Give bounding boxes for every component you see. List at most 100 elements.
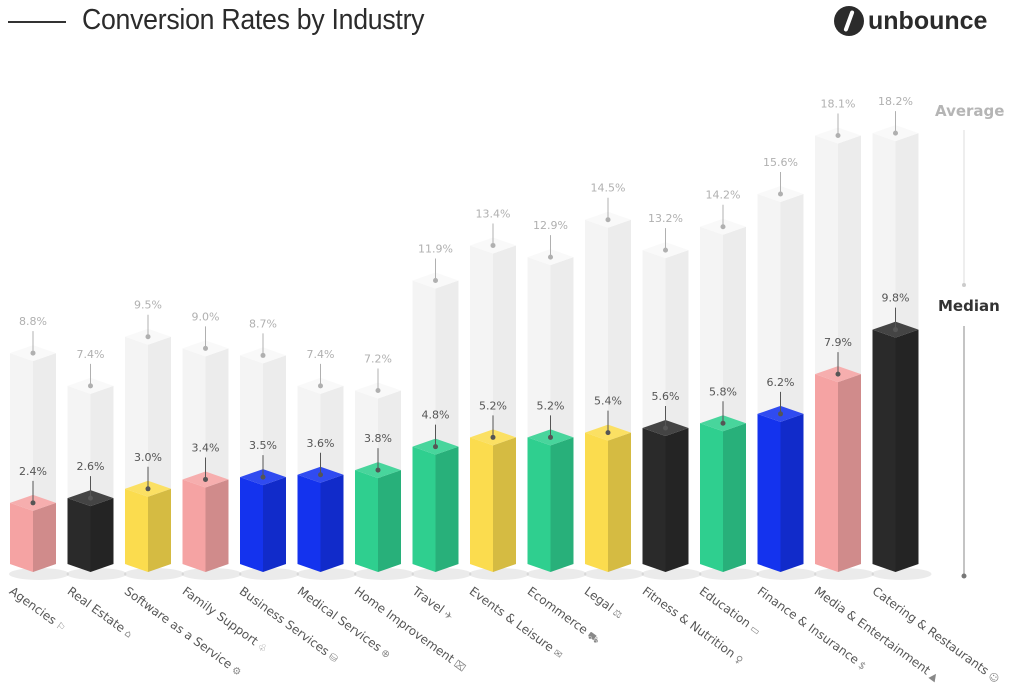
median-dot bbox=[433, 444, 438, 450]
median-data-label: 5.2% bbox=[537, 399, 565, 412]
legend-median: Median bbox=[938, 297, 1000, 315]
median-bar-shadow bbox=[66, 568, 127, 580]
median-bar-shadow bbox=[699, 568, 759, 580]
median-bar-right-face bbox=[33, 502, 56, 572]
unbounce-logo: unbounce bbox=[834, 6, 987, 36]
average-data-label: 11.9% bbox=[418, 243, 453, 256]
median-dot bbox=[548, 434, 553, 440]
median-dot bbox=[605, 430, 611, 436]
average-dot bbox=[145, 334, 151, 340]
median-dot bbox=[375, 467, 381, 473]
median-data-label: 5.6% bbox=[652, 390, 680, 403]
median-bar-right-face bbox=[895, 329, 919, 572]
median-data-label: 3.8% bbox=[364, 432, 392, 445]
median-bar-right-face bbox=[550, 437, 574, 572]
average-dot bbox=[490, 242, 496, 248]
average-data-label: 9.0% bbox=[192, 310, 220, 323]
median-bar-right-face bbox=[263, 477, 286, 572]
median-dot bbox=[30, 500, 36, 506]
average-data-label: 14.2% bbox=[706, 189, 741, 202]
average-data-label: 18.2% bbox=[878, 95, 913, 108]
average-data-label: 15.6% bbox=[763, 156, 798, 169]
median-bar-right-face bbox=[320, 474, 344, 572]
average-dot bbox=[893, 130, 898, 136]
median-bar-left-face bbox=[585, 432, 608, 572]
average-dot bbox=[605, 217, 611, 223]
legend-average: Average bbox=[935, 102, 1005, 120]
median-dot bbox=[318, 472, 323, 478]
median-bar-left-face bbox=[67, 498, 91, 572]
median-dot bbox=[88, 495, 93, 501]
median-bar-right-face bbox=[608, 432, 631, 572]
median-bar-left-face bbox=[700, 423, 723, 572]
median-bar-right-face bbox=[378, 470, 401, 572]
median-data-label: 6.2% bbox=[767, 376, 795, 389]
median-data-label: 3.0% bbox=[134, 451, 162, 464]
median-bar-right-face bbox=[205, 479, 229, 572]
median-bar-left-face bbox=[412, 446, 436, 572]
median-bar-shadow bbox=[9, 568, 69, 580]
median-bar-shadow bbox=[584, 568, 644, 580]
median-data-label: 5.8% bbox=[709, 385, 737, 398]
median-bar-shadow bbox=[181, 568, 242, 580]
median-dot bbox=[260, 474, 266, 480]
median-bar-right-face bbox=[665, 427, 689, 572]
average-dot bbox=[835, 132, 841, 138]
median-bar-shadow bbox=[354, 568, 414, 580]
average-dot bbox=[548, 254, 553, 260]
chart-title: Conversion Rates by Industry bbox=[82, 4, 425, 36]
median-dot bbox=[663, 425, 668, 431]
average-dot bbox=[260, 352, 266, 358]
average-data-label: 7.4% bbox=[77, 348, 105, 361]
median-bar-shadow bbox=[411, 568, 472, 580]
median-data-label: 3.6% bbox=[307, 437, 335, 450]
median-dot bbox=[893, 327, 898, 333]
median-dot bbox=[490, 434, 496, 440]
median-bar-shadow bbox=[871, 568, 932, 580]
median-bar-left-face bbox=[470, 437, 493, 572]
average-dot bbox=[778, 191, 783, 197]
average-data-label: 7.4% bbox=[307, 348, 335, 361]
median-bar-right-face bbox=[723, 423, 746, 572]
median-data-label: 4.8% bbox=[422, 409, 450, 422]
legend-median-dot bbox=[961, 573, 967, 579]
median-bar-right-face bbox=[780, 413, 804, 572]
median-bar-left-face bbox=[757, 413, 781, 572]
average-data-label: 18.1% bbox=[821, 97, 856, 110]
median-bar-shadow bbox=[814, 568, 874, 580]
title-decoration-line bbox=[8, 21, 66, 23]
median-bar-left-face bbox=[240, 477, 263, 572]
average-dot bbox=[720, 224, 726, 230]
median-bar-shadow bbox=[469, 568, 529, 580]
average-dot bbox=[375, 388, 381, 394]
median-bar-shadow bbox=[641, 568, 702, 580]
median-bar-right-face bbox=[148, 488, 171, 572]
average-data-label: 8.8% bbox=[19, 315, 47, 328]
median-bar-left-face bbox=[125, 488, 148, 572]
median-bar-shadow bbox=[239, 568, 299, 580]
median-dot bbox=[145, 486, 151, 492]
median-data-label: 5.2% bbox=[479, 399, 507, 412]
average-data-label: 14.5% bbox=[591, 182, 626, 195]
median-bar-left-face bbox=[355, 470, 378, 572]
median-bar-left-face bbox=[642, 427, 666, 572]
median-bar-left-face bbox=[182, 479, 206, 572]
median-bar-right-face bbox=[838, 374, 861, 572]
median-dot bbox=[203, 476, 208, 482]
average-dot bbox=[88, 383, 93, 389]
median-bar-shadow bbox=[756, 568, 817, 580]
median-bar-left-face bbox=[872, 329, 896, 572]
median-bar-right-face bbox=[90, 498, 114, 572]
logo-mark-icon bbox=[834, 6, 864, 36]
average-data-label: 13.4% bbox=[476, 207, 511, 220]
logo-text: unbounce bbox=[868, 6, 988, 35]
median-dot bbox=[778, 411, 783, 417]
median-bar-shadow bbox=[526, 568, 587, 580]
median-bar-left-face bbox=[297, 474, 321, 572]
median-bar-right-face bbox=[493, 437, 516, 572]
average-data-label: 8.7% bbox=[249, 317, 277, 330]
average-dot bbox=[203, 345, 208, 351]
median-bar-shadow bbox=[296, 568, 357, 580]
median-bar-left-face bbox=[815, 374, 838, 572]
